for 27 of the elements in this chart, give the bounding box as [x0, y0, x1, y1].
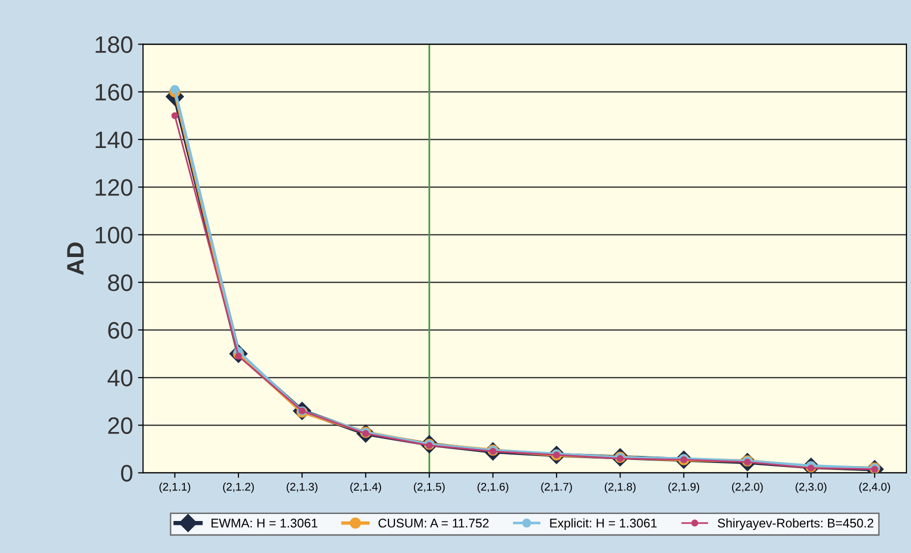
x-tick-label: (2,1.4): [350, 482, 382, 493]
x-tick-label: (2,1.7): [541, 482, 572, 493]
y-axis-title: AD: [67, 242, 84, 275]
x-tick-label: (2,1.8): [604, 482, 636, 493]
legend-label: CUSUM: A = 11.752: [378, 518, 489, 528]
x-tick-label: (2,1.3): [286, 482, 318, 493]
x-tick-label: (2,2.0): [732, 482, 763, 493]
y-tick-label: 180: [96, 36, 132, 54]
x-tick-label: (2,4.0): [859, 482, 890, 493]
y-tick-label: 60: [108, 322, 132, 339]
x-tick-label: (2,1.9): [668, 482, 700, 493]
y-tick-label: 40: [108, 370, 132, 386]
x-tick-label: (2,1.2): [223, 482, 254, 493]
legend-label: EWMA: H = 1.3061: [212, 518, 318, 528]
y-tick-label: 160: [96, 84, 132, 101]
x-tick-label: (2,1.5): [414, 482, 445, 493]
legend-label: Explicit: H = 1.3061: [550, 518, 657, 530]
y-tick-label: 140: [96, 132, 132, 148]
y-tick-label: 100: [96, 226, 132, 244]
y-tick-label: 120: [96, 179, 132, 196]
y-tick-label: 20: [108, 417, 132, 434]
x-tick-label: (2,1.1): [159, 482, 190, 493]
x-tick-label: (2,3.0): [796, 482, 826, 493]
x-tick-label: (2,1.6): [478, 482, 508, 493]
y-tick-label: 0: [121, 464, 132, 482]
y-tick-label: 80: [108, 274, 132, 292]
legend-label: Shiryayev-Roberts: B=450.2: [718, 518, 874, 530]
